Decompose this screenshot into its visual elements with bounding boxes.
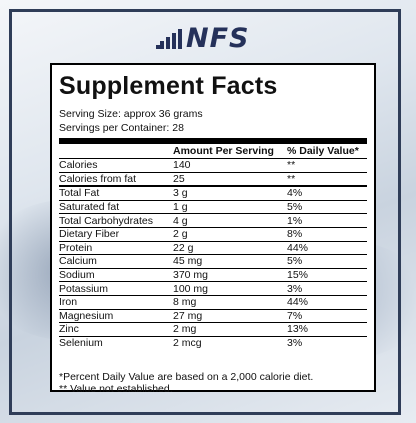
table-header-row: Amount Per Serving % Daily Value* <box>59 145 367 159</box>
supplement-facts-panel: Supplement Facts Serving Size: approx 36… <box>50 63 376 396</box>
table-row: Selenium 2 mcg 3% <box>59 336 367 349</box>
row-amount: 45 mg <box>169 254 287 269</box>
table-row: Calcium 45 mg 5% <box>59 254 367 269</box>
row-amount: 370 mg <box>169 268 287 283</box>
servings-per-container: Servings per Container: 28 <box>59 122 184 134</box>
table-row: Iron 8 mg 44% <box>59 295 367 310</box>
row-nutrient: Selenium <box>59 337 103 350</box>
row-amount: 3 g <box>169 186 287 201</box>
table-row: Calories 140 ** <box>59 158 367 173</box>
table-row: Magnesium 27 mg 7% <box>59 309 367 324</box>
row-daily-value: 7% <box>287 309 367 324</box>
header-amount: Amount Per Serving <box>169 145 287 159</box>
row-daily-value: 4% <box>287 186 367 201</box>
panel-title: Supplement Facts <box>59 72 278 100</box>
row-daily-value: 44% <box>287 241 367 256</box>
brand-logo: NFS <box>156 25 250 53</box>
row-amount: 100 mg <box>169 281 287 296</box>
table-row: Total Carbohydrates 4 g 1% <box>59 213 367 228</box>
row-amount: 1 g <box>169 200 287 215</box>
table-row: Total Fat 3 g 4% <box>59 186 367 201</box>
table-row: Sodium 370 mg 15% <box>59 268 367 283</box>
row-amount: 4 g <box>169 213 287 228</box>
row-daily-value: 13% <box>287 322 367 337</box>
row-nutrient: Total Carbohydrates <box>59 213 169 228</box>
row-nutrient: Potassium <box>59 281 169 296</box>
row-daily-value: ** <box>287 158 367 173</box>
row-amount: 2 mg <box>169 322 287 337</box>
row-amount: 25 <box>169 172 287 188</box>
row-daily-value: 8% <box>287 227 367 242</box>
row-amount: 27 mg <box>169 309 287 324</box>
row-daily-value: 5% <box>287 200 367 215</box>
row-daily-value: 15% <box>287 268 367 283</box>
serving-size: Serving Size: approx 36 grams <box>59 108 203 120</box>
row-nutrient: Calories <box>59 158 169 173</box>
row-nutrient: Zinc <box>59 322 169 337</box>
table-row: Potassium 100 mg 3% <box>59 281 367 296</box>
row-daily-value: 3% <box>287 281 367 296</box>
page-frame <box>9 9 401 415</box>
arrow-dots-icon <box>156 29 182 49</box>
row-nutrient: Iron <box>59 295 169 310</box>
table-row: Calories from fat 25 ** <box>59 172 367 188</box>
footnote: *Percent Daily Value are based on a 2,00… <box>59 371 314 384</box>
nutrient-table: Amount Per Serving % Daily Value* Calori… <box>59 145 367 349</box>
table-row: Dietary Fiber 2 g 8% <box>59 227 367 242</box>
row-amount: 140 <box>169 158 287 173</box>
row-nutrient: Total Fat <box>59 186 169 201</box>
row-nutrient: Calcium <box>59 254 169 269</box>
row-daily-value: 44% <box>287 295 367 310</box>
row-amount: 2 g <box>169 227 287 242</box>
row-nutrient: Dietary Fiber <box>59 227 169 242</box>
row-nutrient: Calories from fat <box>59 172 169 188</box>
row-daily-value: 3% <box>287 337 303 350</box>
header-nutrient <box>59 145 169 159</box>
brand-name: NFS <box>186 23 250 54</box>
row-daily-value: ** <box>287 172 367 188</box>
header-daily-value: % Daily Value* <box>287 145 367 159</box>
row-nutrient: Protein <box>59 241 169 256</box>
table-row: Saturated fat 1 g 5% <box>59 200 367 215</box>
row-nutrient: Saturated fat <box>59 200 169 215</box>
table-row: Zinc 2 mg 13% <box>59 322 367 337</box>
footnote: ** Value not established. <box>59 383 173 396</box>
divider-thick <box>59 138 367 144</box>
row-daily-value: 5% <box>287 254 367 269</box>
table-row: Protein 22 g 44% <box>59 241 367 256</box>
row-amount: 2 mcg <box>173 337 202 350</box>
row-nutrient: Sodium <box>59 268 169 283</box>
row-daily-value: 1% <box>287 213 367 228</box>
row-amount: 22 g <box>169 241 287 256</box>
row-nutrient: Magnesium <box>59 309 169 324</box>
row-amount: 8 mg <box>169 295 287 310</box>
